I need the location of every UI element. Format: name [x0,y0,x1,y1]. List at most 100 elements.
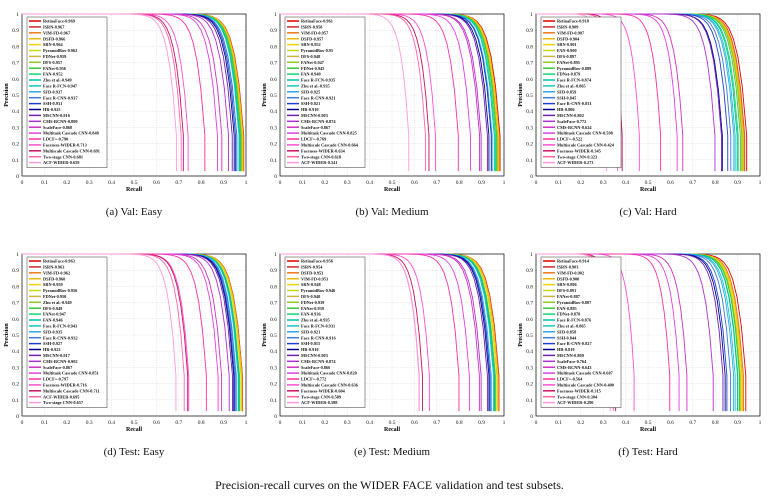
y-tick-label: 0 [16,174,19,180]
legend-label: PyramidBox-0.887 [557,300,592,305]
x-tick-label: 0.3 [86,180,93,186]
legend-label: Multitask Cascade CNN-0.598 [557,131,613,136]
y-tick-label: 1 [530,12,533,18]
legend-label: Faceness-WIDER-0.634 [301,148,346,153]
legend-label: SFD-0.921 [301,329,320,334]
x-axis-label: Recall [384,187,400,193]
y-tick-label: 0.6 [526,77,533,83]
x-tick-label: 0.7 [175,180,182,186]
y-tick-label: 0.7 [270,301,277,307]
legend-label: FANet-0.895 [557,60,580,65]
x-tick-label: 0.9 [220,180,227,186]
legend-label: LDCF+-0.790 [43,137,68,142]
pr-chart-panel: 0 0 0.1 0.1 0.2 0.2 0.3 0.3 0.4 0.4 0.5 0.5 0.6 0.6 0.… [0,248,254,450]
legend-label: ACF-WIDER-0.588 [301,400,337,405]
x-tick-label: 0.1 [299,420,306,426]
x-tick-label: 0.1 [555,420,562,426]
x-tick-label: 0.1 [41,420,48,426]
legend: RetinaFace-0.956ISRN-0.954DSFD-0.953VIM-… [284,256,366,408]
x-tick-label: 0.3 [344,420,351,426]
x-tick-label: 0.8 [712,420,719,426]
legend-label: FDNet-0.959 [43,54,66,59]
y-axis-label: Precision [4,83,10,107]
x-tick-label: 0.5 [645,420,652,426]
y-axis-label: Precision [262,323,268,347]
y-tick-label: 0 [530,414,533,420]
y-tick-label: 0.6 [270,77,277,83]
pr-chart-panel: 0 0 0.1 0.1 0.2 0.2 0.3 0.3 0.4 0.4 0.5 0.5 0.6 0.6 0.… [0,8,254,210]
y-tick-label: 0.2 [526,142,533,148]
legend-label: Two-stage CNN-0.589 [301,394,341,399]
legend-label: ScaleFace-0.867 [301,125,331,130]
legend-label: Face R-FCN-0.874 [557,78,592,83]
pr-chart-panel: 0 0 0.1 0.1 0.2 0.2 0.3 0.3 0.4 0.4 0.5 0.5 0.6 0.6 0.… [258,248,512,450]
legend-label: DSFD-0.957 [301,36,324,41]
x-tick-label: 0.6 [153,180,160,186]
x-tick-label: 0.5 [645,180,652,186]
legend-label: SFD-0.859 [557,89,576,94]
legend-label: MSCNN-0.809 [557,353,584,358]
legend-label: DFS-0.957 [43,60,63,65]
legend-label: SFD-0.858 [557,329,576,334]
y-tick-label: 0.4 [270,349,277,355]
pr-chart-panel: 0 0 0.1 0.1 0.2 0.2 0.3 0.3 0.4 0.4 0.5 0.5 0.6 0.6 0.… [514,248,768,450]
pr-curve [22,253,177,412]
legend-label: Faceness-WIDER-0.604 [301,388,346,393]
y-tick-label: 0.1 [270,158,277,164]
legend-label: FANet-0.947 [43,312,67,317]
y-tick-label: 0 [274,414,277,420]
y-tick-label: 0.2 [270,142,277,148]
legend-label: FAN-0.940 [301,72,321,77]
x-axis-label: Recall [126,187,142,193]
legend-label: SRN-0.901 [557,42,577,47]
legend-label: Zhu et al.-0.949 [43,78,72,83]
legend-label: FDNet-0.879 [557,72,580,77]
legend-label: ScaleFace-0.764 [557,359,587,364]
y-tick-label: 0.5 [12,333,19,339]
y-tick-label: 0.6 [270,317,277,323]
x-axis-label: Recall [640,187,656,193]
y-tick-label: 0.2 [526,382,533,388]
x-tick-label: 0.4 [108,420,115,426]
curves [22,13,245,172]
y-tick-label: 1 [16,12,19,18]
legend-label: FDNet-0.939 [301,300,324,305]
y-tick-label: 0.3 [526,365,533,371]
legend-label: SSH-0.921 [301,101,320,106]
legend-label: SRN-0.964 [43,42,64,47]
panel-subcaption: (c) Val: Hard [619,206,677,218]
x-tick-label: 0.8 [456,420,463,426]
y-tick-label: 0.8 [270,44,277,50]
pr-chart-svg: 00 0.1 0.1 0.2 0.2 0.3 0.3 0.4 0.4 0.5 0.5 0.6 0.6 0.… [4,12,248,193]
legend-label: FANet-0.947 [301,60,325,65]
x-tick-label: 1 [503,180,506,186]
legend-label: SFD-0.935 [43,329,62,334]
legend-label: RetinaFace-0.961 [301,19,333,24]
legend-label: FANet-0.956 [43,66,67,71]
legend-label: Two-stage CNN-0.681 [43,154,83,159]
x-axis-label: Recall [384,427,400,433]
y-tick-label: 0.2 [270,382,277,388]
legend-label: DSFD-0.966 [43,36,66,41]
x-tick-label: 0 [279,420,282,426]
legend-label: Faceness-WIDER-0.716 [43,383,88,388]
legend-label: HR-0.806 [557,107,575,112]
legend-label: ACF-WIDER-0.659 [43,160,79,165]
y-tick-label: 0.5 [270,93,277,99]
legend-label: RetinaFace-0.963 [43,259,75,264]
legend-label: LDCF+-0.797 [43,377,69,382]
x-tick-label: 0.7 [175,420,182,426]
y-tick-label: 0.5 [270,333,277,339]
legend-label: Face R-CNN-0.827 [557,341,592,346]
x-tick-label: 0.5 [389,180,396,186]
legend-label: FAN-0.946 [43,318,63,323]
legend: RetinaFace-0.969ISRN-0.967VIM-FD-0.967DS… [26,16,108,168]
x-tick-label: 0.3 [344,180,351,186]
curves [536,13,748,172]
curves [22,253,243,412]
x-tick-label: 0.4 [622,180,629,186]
y-tick-label: 0.9 [12,28,19,34]
x-tick-label: 1 [503,420,506,426]
pr-curve [22,13,177,172]
legend-label: Zhu et al.-0.935 [301,318,330,323]
